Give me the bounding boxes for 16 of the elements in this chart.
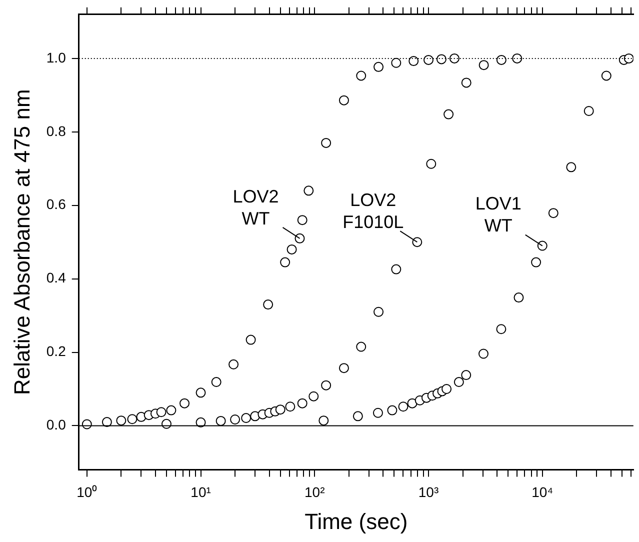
y-tick-label: 0.8 <box>46 122 66 139</box>
annotation: LOV2 WT <box>232 186 279 228</box>
y-tick-label: 0.4 <box>46 270 66 286</box>
x-tick-label: 10⁰ <box>76 484 98 500</box>
y-axis-title: Relative Absorbance at 475 nm <box>9 89 34 395</box>
y-tick-label: 1.0 <box>46 49 66 66</box>
y-tick-label: 0.6 <box>46 196 66 212</box>
x-tick-label: 10³ <box>418 484 439 500</box>
x-tick-label: 10¹ <box>190 484 212 500</box>
x-tick-label: 10⁴ <box>532 484 554 500</box>
y-tick-label: 0.2 <box>46 343 66 360</box>
annotation: LOV1 WT <box>475 194 522 236</box>
annotation: LOV2 F1010L <box>342 190 404 232</box>
x-axis-title: Time (sec) <box>304 508 408 534</box>
x-tick-label: 10² <box>304 484 326 500</box>
y-tick-label: 0.0 <box>46 416 66 433</box>
